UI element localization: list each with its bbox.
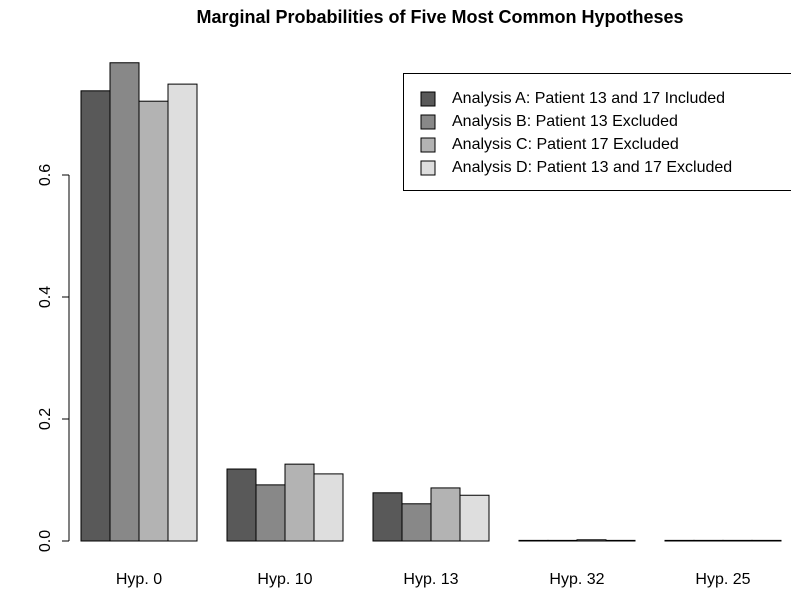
legend-label: Analysis D: Patient 13 and 17 Excluded: [452, 159, 732, 176]
bar: [109, 62, 140, 542]
bar: [138, 100, 169, 542]
x-tick-label: Hyp. 13: [403, 571, 458, 588]
bar: [605, 539, 636, 542]
legend-swatch: [420, 91, 436, 107]
bar: [226, 468, 257, 542]
x-tick-label: Hyp. 0: [116, 571, 162, 588]
y-tick-label: 0.2: [37, 408, 54, 430]
x-tick-label: Hyp. 25: [695, 571, 750, 588]
bar: [313, 473, 344, 542]
y-tick-label: 0.4: [37, 286, 54, 308]
x-tick-label: Hyp. 32: [549, 571, 604, 588]
bar: [459, 494, 490, 542]
y-tick-label: 0.6: [37, 164, 54, 186]
legend-swatch: [420, 137, 436, 153]
bar: [547, 539, 578, 542]
chart-title: Marginal Probabilities of Five Most Comm…: [196, 7, 683, 27]
legend-swatch: [420, 160, 436, 176]
bar: [693, 539, 724, 542]
legend-label: Analysis C: Patient 17 Excluded: [452, 136, 679, 153]
bar: [664, 539, 695, 542]
bar: [518, 539, 549, 542]
legend-label: Analysis B: Patient 13 Excluded: [452, 113, 678, 130]
y-tick-label: 0.0: [37, 530, 54, 552]
bar: [576, 539, 607, 542]
bar: [167, 83, 198, 542]
bar: [284, 463, 315, 542]
x-tick-label: Hyp. 10: [257, 571, 312, 588]
bar: [372, 492, 403, 542]
bar: [401, 503, 432, 542]
legend-swatch: [420, 114, 436, 130]
bar: [255, 484, 286, 542]
bar: [80, 90, 111, 542]
legend-label: Analysis A: Patient 13 and 17 Included: [452, 90, 725, 107]
bar: [430, 487, 461, 542]
legend-box: [403, 73, 791, 191]
bar: [751, 539, 782, 542]
bar: [722, 539, 753, 542]
